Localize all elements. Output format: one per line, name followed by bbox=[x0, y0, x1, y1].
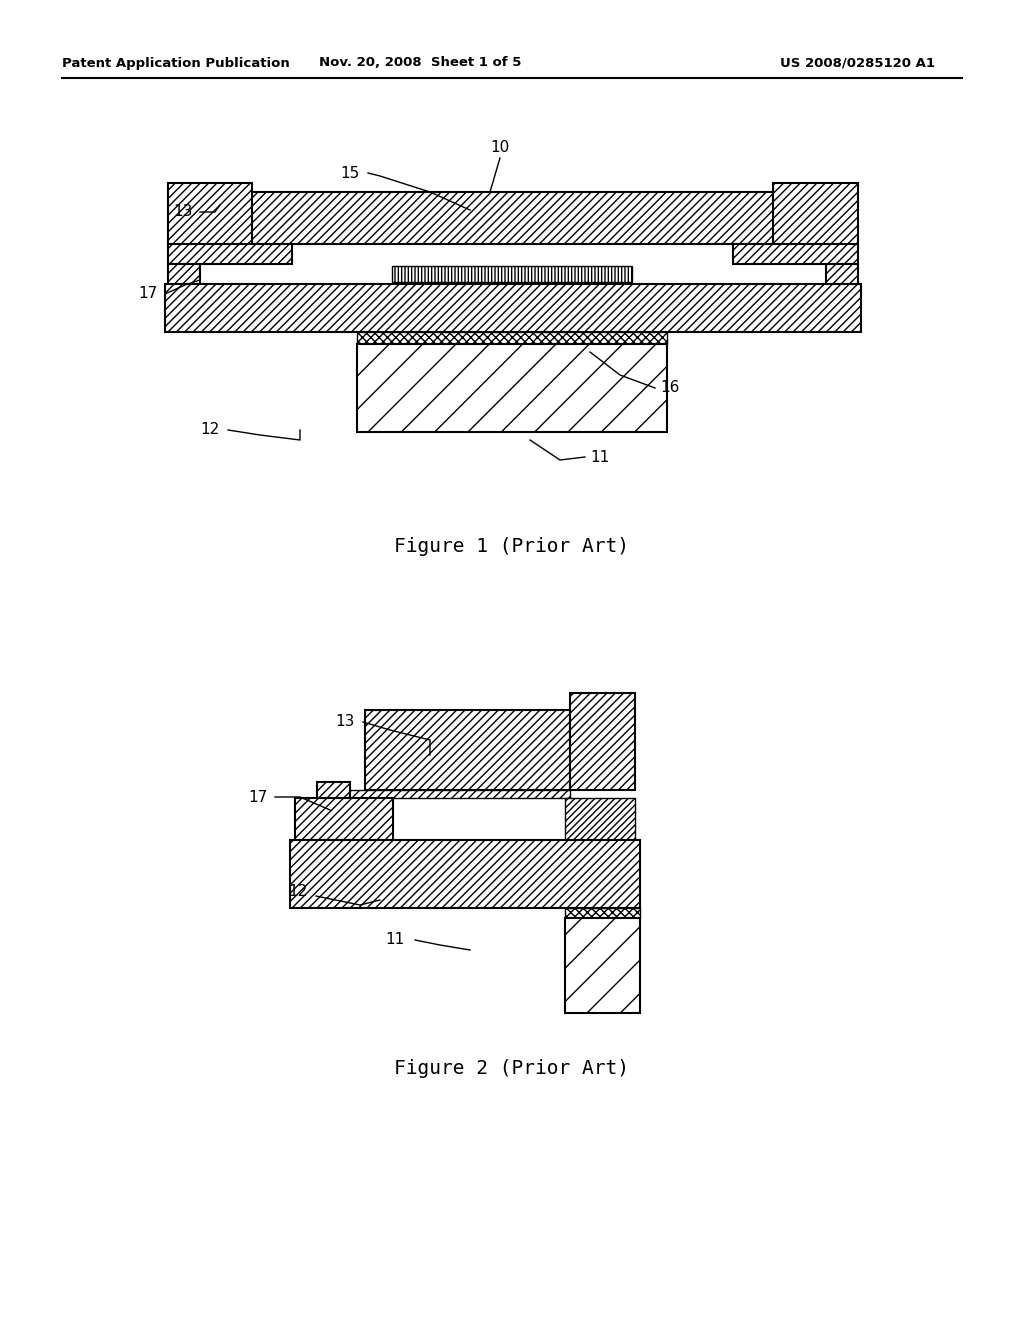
Bar bbox=[826, 264, 858, 284]
Text: Figure 1 (Prior Art): Figure 1 (Prior Art) bbox=[394, 537, 630, 557]
Bar bbox=[168, 244, 292, 264]
Bar bbox=[570, 693, 635, 789]
Text: 15: 15 bbox=[341, 165, 360, 181]
Text: Nov. 20, 2008  Sheet 1 of 5: Nov. 20, 2008 Sheet 1 of 5 bbox=[318, 57, 521, 70]
Bar bbox=[565, 917, 640, 1012]
Bar bbox=[357, 333, 667, 345]
Bar bbox=[317, 781, 350, 799]
Bar bbox=[565, 908, 640, 917]
Text: US 2008/0285120 A1: US 2008/0285120 A1 bbox=[780, 57, 935, 70]
Text: 11: 11 bbox=[590, 450, 609, 465]
Bar bbox=[290, 840, 640, 908]
Text: 13: 13 bbox=[174, 205, 193, 219]
Bar bbox=[165, 284, 861, 333]
Text: 12: 12 bbox=[201, 422, 220, 437]
Text: 11: 11 bbox=[385, 932, 404, 948]
Text: 10: 10 bbox=[490, 140, 510, 154]
Bar bbox=[335, 789, 570, 799]
Bar bbox=[168, 183, 252, 248]
Bar bbox=[565, 799, 635, 840]
Bar bbox=[295, 799, 393, 840]
Text: 16: 16 bbox=[660, 380, 679, 396]
Bar bbox=[365, 710, 570, 789]
Text: 17: 17 bbox=[249, 789, 268, 804]
Text: 12: 12 bbox=[289, 884, 308, 899]
Text: 17: 17 bbox=[138, 286, 158, 301]
Text: Patent Application Publication: Patent Application Publication bbox=[62, 57, 290, 70]
Bar bbox=[773, 183, 858, 248]
Text: Figure 2 (Prior Art): Figure 2 (Prior Art) bbox=[394, 1059, 630, 1077]
Bar bbox=[733, 244, 858, 264]
Bar bbox=[357, 345, 667, 432]
Bar bbox=[247, 191, 778, 244]
Bar bbox=[392, 267, 632, 282]
Text: 13: 13 bbox=[336, 714, 355, 730]
Bar bbox=[168, 264, 200, 284]
